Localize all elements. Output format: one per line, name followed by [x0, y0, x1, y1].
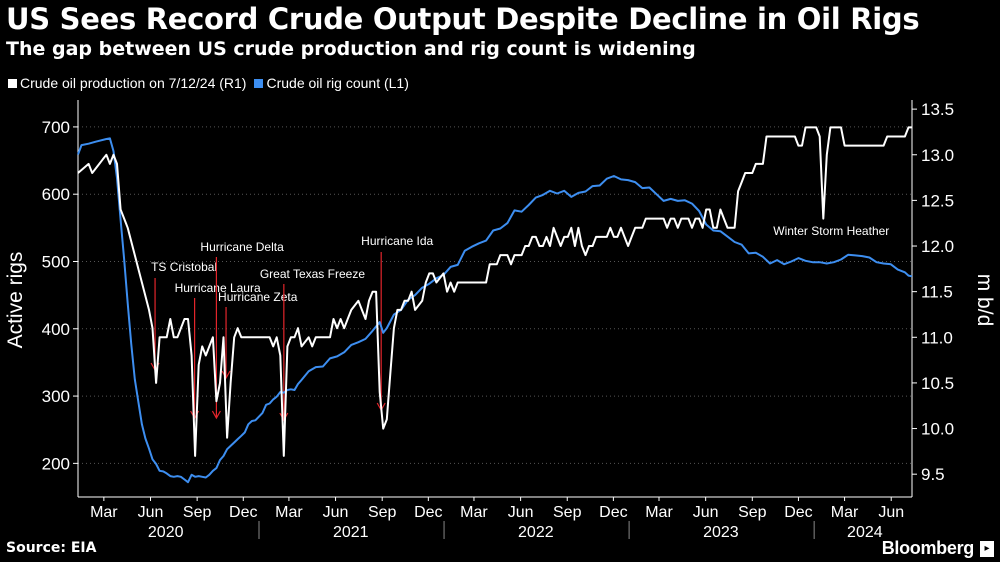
annotation-label: Hurricane Ida: [361, 234, 433, 248]
chart-title: US Sees Record Crude Output Despite Decl…: [6, 2, 920, 36]
x-tick-label: Dec: [784, 504, 812, 521]
x-year-label: 2024: [847, 524, 883, 541]
x-tick-label: Mar: [90, 504, 118, 521]
x-tick-label: Sep: [183, 504, 212, 521]
series-lines: [77, 126, 913, 484]
legend-label-production: Crude oil production on 7/12/24 (R1): [20, 75, 247, 91]
annotations: TS Cristobal Hurricane Laura Hurricane Del…: [150, 224, 889, 422]
annotation-arrowhead: [279, 412, 289, 422]
x-tick-label: Sep: [738, 504, 767, 521]
annotation-label: Winter Storm Heather: [773, 224, 889, 238]
bloomberg-mark-icon: ▸: [980, 541, 994, 557]
x-tick-label: Sep: [368, 504, 397, 521]
series-line-rigs: [77, 137, 913, 484]
annotation-label: TS Cristobal: [151, 260, 217, 274]
x-year-label: 2023: [703, 524, 739, 541]
legend-label-rigs: Crude oil rig count (L1): [266, 75, 409, 91]
x-tick-label: Mar: [831, 504, 859, 521]
y-left-axis-title: Active rigs: [4, 252, 27, 349]
y-right-tick-label: 11.0: [921, 328, 953, 347]
y-left-tick-label: 500: [42, 252, 70, 271]
y-right-tick-label: 12.0: [921, 237, 954, 256]
y-right-tick-label: 11.5: [921, 283, 953, 302]
y-right-tick-label: 10.5: [921, 374, 954, 393]
chart-subtitle: The gap between US crude production and …: [6, 38, 696, 60]
x-tick-label: Jun: [323, 504, 349, 521]
x-tick-label: Sep: [553, 504, 582, 521]
grid-lines: [78, 126, 912, 464]
y-right-tick-label: 9.5: [921, 465, 945, 484]
x-tick-label: Mar: [460, 504, 488, 521]
legend-swatch-rigs: [254, 78, 264, 88]
annotation-label: Hurricane Zeta: [218, 290, 298, 304]
annotation-label: Hurricane Delta: [200, 240, 284, 254]
x-year-label: 2020: [148, 524, 184, 541]
bloomberg-logo: Bloomberg: [881, 538, 975, 558]
annotation-label: Hurricane Laura: [175, 281, 261, 295]
chart-legend: Crude oil production on 7/12/24 (R1) Cru…: [8, 75, 409, 91]
y-right-tick-label: 10.0: [921, 420, 954, 439]
y-left-tick-label: 700: [42, 118, 70, 137]
legend-item-production: Crude oil production on 7/12/24 (R1): [8, 75, 246, 91]
x-year-label: 2022: [518, 524, 554, 541]
x-tick-label: Dec: [229, 504, 257, 521]
x-tick-label: Mar: [275, 504, 303, 521]
x-tick-label: Jun: [878, 504, 904, 521]
y-left-tick-label: 600: [42, 185, 70, 204]
x-tick-label: Jun: [508, 504, 534, 521]
annotation-arrowhead: [211, 410, 221, 420]
axes: 200 300 400 500 600 700 9.5 10.0 10.5 11.0 11.5 12.…: [42, 100, 954, 541]
y-left-tick-label: 200: [42, 454, 70, 473]
annotation-arrowhead: [221, 370, 231, 380]
x-year-label: 2021: [333, 524, 369, 541]
series-line-production: [77, 126, 912, 457]
y-right-tick-label: 12.5: [921, 191, 954, 210]
legend-swatch-production: [8, 78, 17, 88]
x-tick-label: Mar: [645, 504, 673, 521]
legend-item-rigs: Crude oil rig count (L1): [254, 75, 409, 91]
x-tick-label: Jun: [138, 504, 164, 521]
y-right-tick-label: 13.5: [921, 100, 954, 119]
x-tick-label: Dec: [599, 504, 627, 521]
x-tick-label: Jun: [693, 504, 719, 521]
x-tick-label: Dec: [414, 504, 442, 521]
y-right-tick-label: 13.0: [921, 146, 954, 165]
annotation-label: Great Texas Freeze: [260, 267, 365, 281]
y-left-tick-label: 300: [42, 387, 70, 406]
y-left-tick-label: 400: [42, 320, 70, 339]
source-note: Source: EIA: [6, 540, 97, 556]
y-right-axis-title: m b/d: [973, 274, 996, 327]
